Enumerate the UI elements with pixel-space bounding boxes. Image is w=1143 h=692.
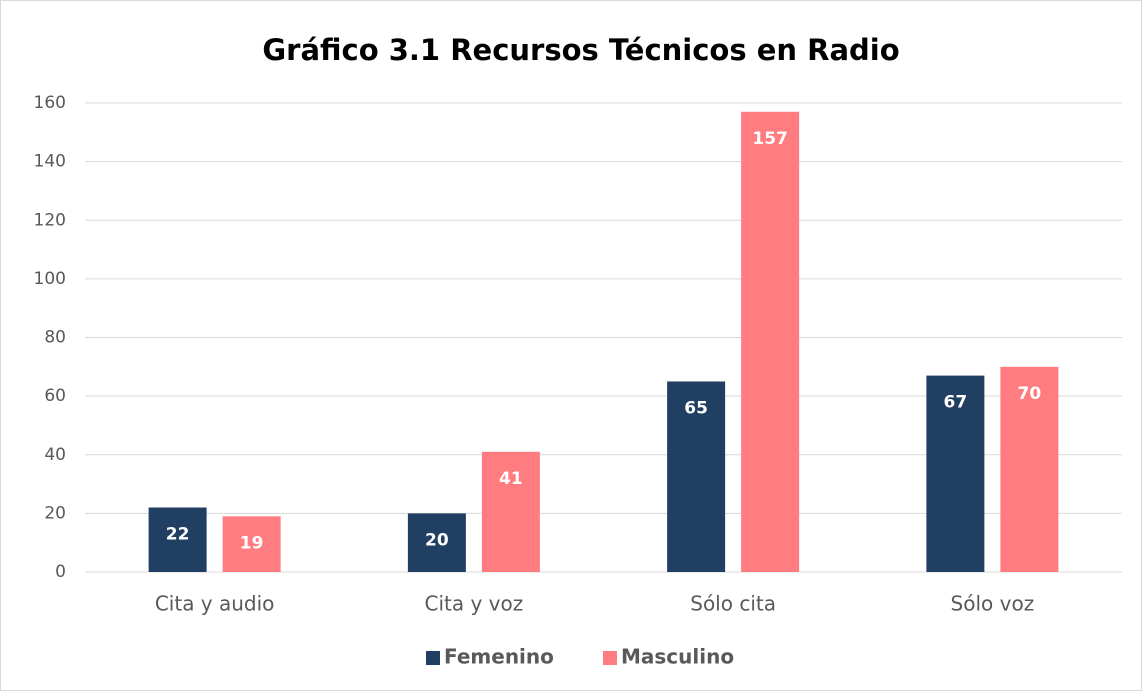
y-tick-label: 60 (44, 386, 66, 406)
x-tick-label: Cita y audio (155, 592, 275, 616)
bar (667, 381, 726, 572)
legend-label: Femenino (444, 645, 554, 669)
y-tick-label: 80 (44, 328, 66, 348)
data-label: 22 (166, 525, 190, 545)
bar (407, 513, 466, 572)
bar (222, 516, 281, 572)
y-tick-label: 120 (34, 210, 66, 230)
x-tick-label: Sólo cita (690, 592, 776, 616)
data-label: 70 (1018, 384, 1042, 404)
data-label: 19 (240, 533, 264, 553)
y-tick-label: 100 (34, 269, 66, 289)
legend-swatch (603, 651, 617, 665)
y-tick-label: 140 (34, 152, 66, 172)
bar (926, 375, 985, 572)
data-label: 20 (425, 530, 449, 550)
data-label: 65 (684, 398, 708, 418)
chart-title: Gráfico 3.1 Recursos Técnicos en Radio (262, 33, 899, 67)
y-tick-label: 40 (44, 445, 66, 465)
legend-label: Masculino (621, 645, 734, 669)
x-tick-label: Cita y voz (425, 592, 524, 616)
y-tick-label: 160 (34, 93, 66, 113)
y-tick-label: 0 (55, 562, 66, 582)
bar (148, 507, 207, 572)
bar (1000, 366, 1059, 572)
data-label: 41 (499, 469, 523, 489)
data-label: 67 (944, 393, 968, 413)
legend-swatch (426, 651, 440, 665)
y-tick-label: 20 (44, 503, 66, 523)
bar (481, 451, 540, 572)
x-tick-label: Sólo voz (951, 592, 1035, 616)
data-label: 157 (752, 129, 788, 149)
bar (741, 111, 800, 572)
